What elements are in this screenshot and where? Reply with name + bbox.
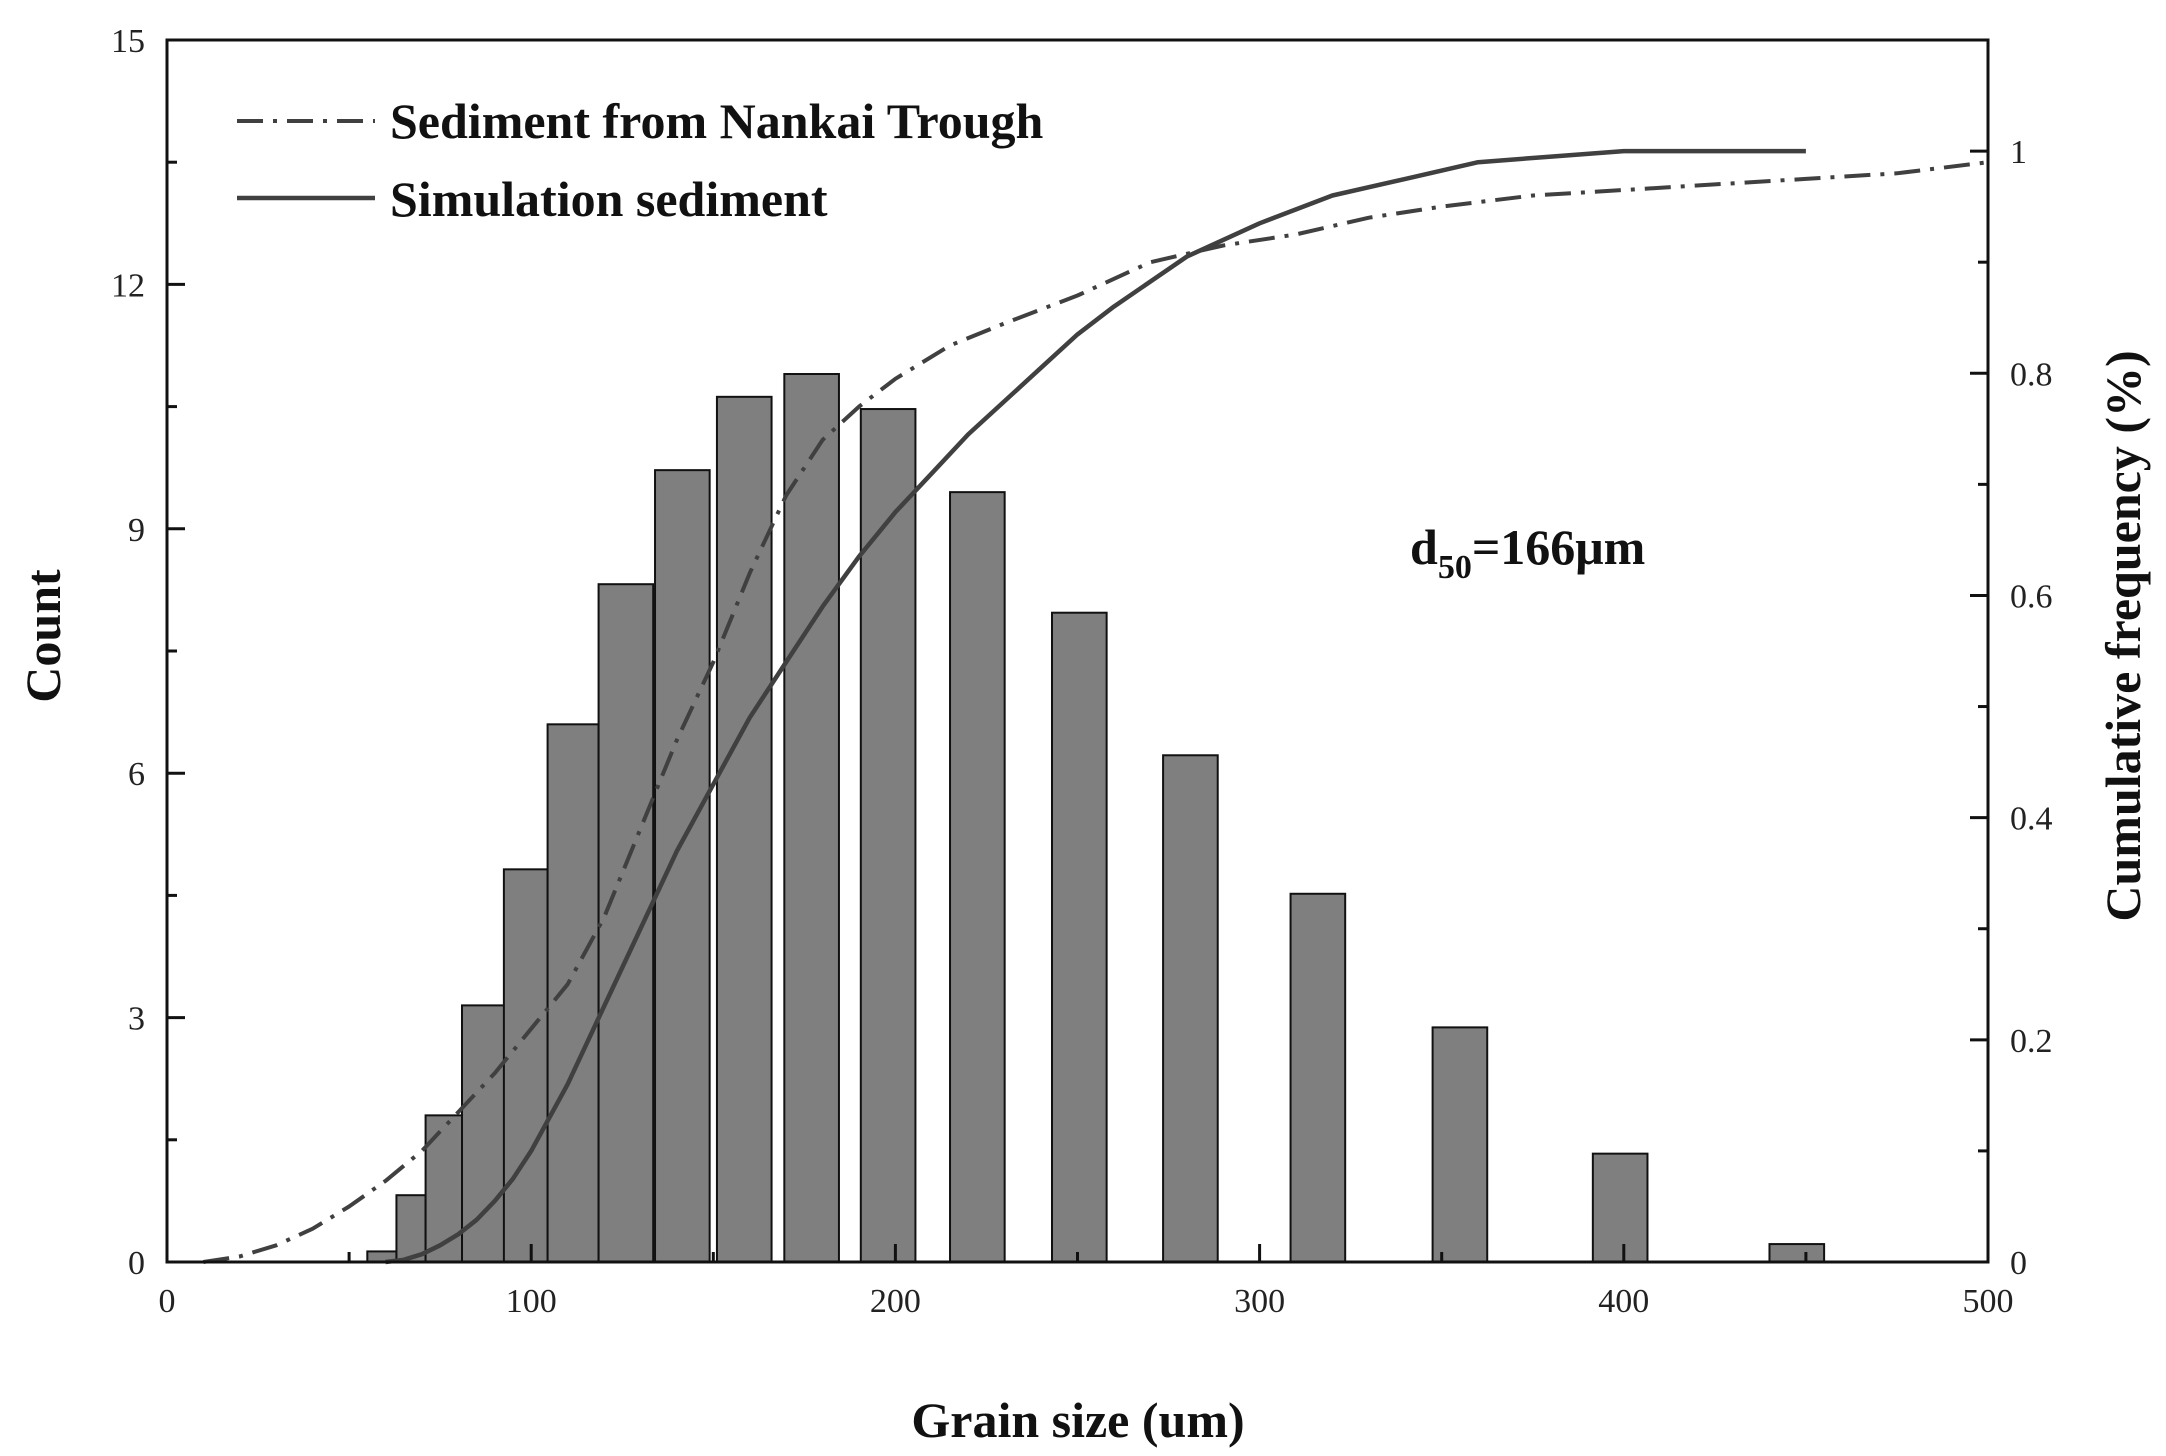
bar-7 — [654, 469, 711, 1264]
x-tick-label: 100 — [506, 1283, 557, 1320]
y-tick-label: 15 — [111, 23, 145, 60]
bar-16 — [1591, 1152, 1649, 1263]
x-tick-label: 200 — [870, 1283, 921, 1320]
bars-layer — [366, 373, 1826, 1264]
bar-1 — [395, 1194, 427, 1264]
d50-annotation-subscript: 50 — [1438, 549, 1472, 586]
y-tick-label: 6 — [128, 756, 145, 793]
y2-tick-label: 0.8 — [2010, 356, 2053, 393]
y-tick-label: 9 — [128, 512, 145, 549]
series-line-simulation — [385, 148, 1806, 1265]
y-tick-label: 3 — [128, 1001, 145, 1038]
bar-9 — [783, 373, 840, 1264]
bar-2 — [424, 1114, 464, 1263]
bar-5 — [546, 723, 600, 1263]
y2-tick-label: 0.4 — [2010, 801, 2053, 838]
x-tick-label: 500 — [1963, 1283, 2014, 1320]
bar-14 — [1289, 892, 1347, 1264]
bar-4 — [502, 868, 549, 1264]
legend-label-simulation: Simulation sediment — [390, 171, 828, 227]
lines-layer — [203, 148, 1989, 1265]
axes-layer — [165, 38, 1990, 1264]
y2-tick-label: 0 — [2010, 1245, 2027, 1282]
bar-8 — [715, 395, 773, 1264]
d50-annotation: d50=166μm — [1410, 519, 1645, 586]
series-line-nankai — [203, 160, 1989, 1264]
y2-axis-title: Cumulative frequency (%) — [2095, 350, 2151, 921]
bar-17 — [1768, 1243, 1826, 1264]
legend-label-nankai: Sediment from Nankai Trough — [390, 93, 1044, 149]
bar-13 — [1162, 754, 1219, 1263]
x-tick-label: 400 — [1598, 1283, 1649, 1320]
bar-12 — [1051, 611, 1108, 1263]
y2-tick-label: 1 — [2010, 134, 2027, 171]
d50-annotation-main: d — [1410, 519, 1438, 575]
d50-annotation-value: =166μm — [1472, 519, 1646, 575]
bar-15 — [1431, 1026, 1489, 1263]
y-axis-title: Count — [15, 569, 71, 703]
bar-11 — [949, 491, 1006, 1263]
x-axis-title: Grain size (um) — [911, 1392, 1244, 1448]
legend: Sediment from Nankai Trough Simulation s… — [237, 93, 1044, 227]
y-tick-label: 0 — [128, 1245, 145, 1282]
y2-tick-label: 0.2 — [2010, 1023, 2053, 1060]
y-tick-label: 12 — [111, 267, 145, 304]
bar-10 — [859, 408, 917, 1263]
y2-tick-label: 0.6 — [2010, 578, 2053, 615]
x-tick-label: 0 — [159, 1283, 176, 1320]
x-tick-label: 300 — [1234, 1283, 1285, 1320]
